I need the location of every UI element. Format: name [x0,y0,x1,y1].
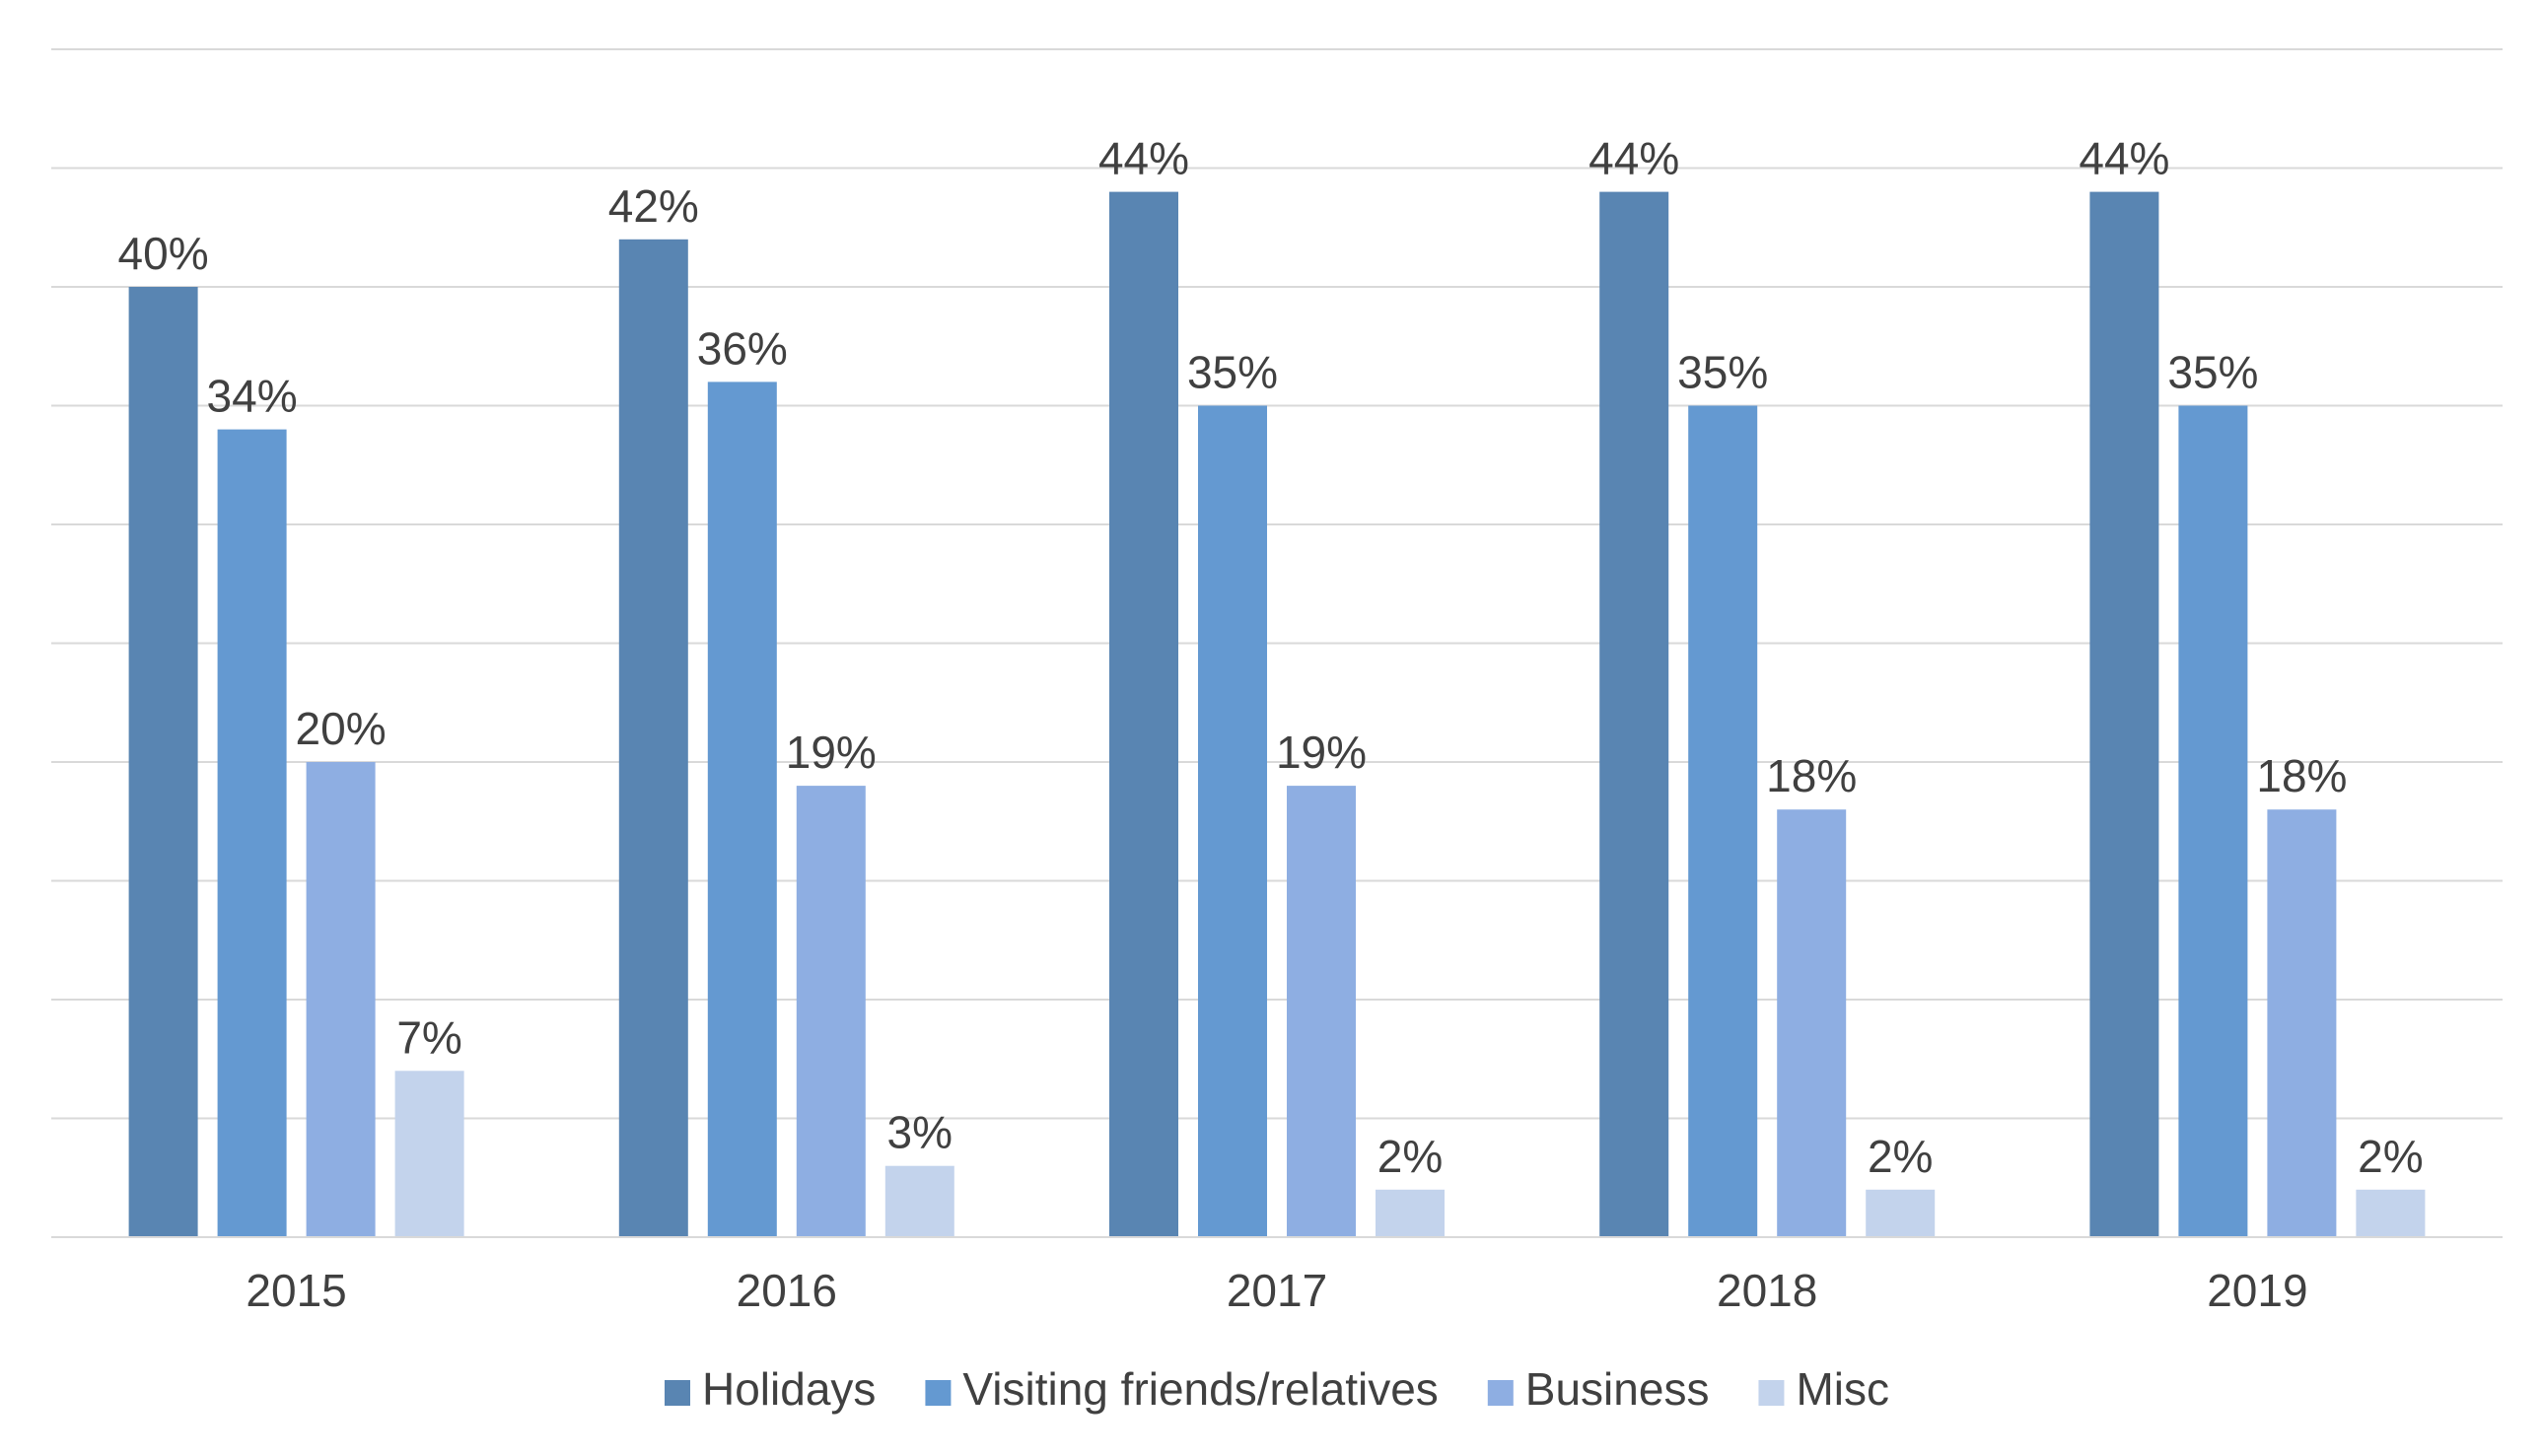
data-label-visiting-friends-relatives-2015: 34% [207,371,298,422]
x-tick-label-2017: 2017 [1227,1265,1327,1316]
data-label-holidays-2019: 44% [2079,133,2169,184]
bars [128,191,2426,1238]
data-label-misc-2017: 2% [1377,1131,1443,1182]
data-label-misc-2016: 3% [887,1107,953,1158]
x-tick-label-2016: 2016 [737,1265,837,1316]
data-label-visiting-friends-relatives-2018: 35% [1677,347,1768,398]
legend-label-business: Business [1525,1363,1710,1415]
x-tick-label-2019: 2019 [2207,1265,2307,1316]
legend-label-misc: Misc [1796,1363,1889,1415]
legend-label-holidays: Holidays [702,1363,876,1415]
bar-business-2015 [306,762,376,1237]
bar-visiting-friends-relatives-2019 [2178,405,2248,1237]
data-labels: 40% 34% 20% 7% 42% 36% 19% 3% 44% 35% 19% 2% 44% 35% 1… [118,133,2424,1182]
data-label-business-2015: 20% [296,703,387,754]
data-label-holidays-2017: 44% [1098,133,1189,184]
bar-misc-2019 [2356,1189,2426,1237]
legend: Holidays Visiting friends/relatives Busine… [665,1363,1889,1415]
gridlines [51,48,2503,1120]
data-label-visiting-friends-relatives-2017: 35% [1187,347,1278,398]
bar-misc-2016 [884,1165,954,1237]
data-label-holidays-2018: 44% [1589,133,1679,184]
bar-misc-2018 [1866,1189,1936,1237]
x-axis: 2015 2016 2017 2018 2019 [51,1236,2503,1316]
bar-holidays-2017 [1109,191,1178,1238]
data-label-holidays-2016: 42% [608,180,699,232]
data-label-visiting-friends-relatives-2016: 36% [697,322,788,374]
data-label-visiting-friends-relatives-2019: 35% [2167,347,2258,398]
legend-swatch-holidays [665,1380,690,1406]
bar-business-2017 [1287,786,1356,1237]
bar-business-2019 [2267,809,2337,1237]
bar-visiting-friends-relatives-2016 [707,381,777,1237]
data-label-misc-2019: 2% [2358,1131,2423,1182]
bar-misc-2017 [1376,1189,1445,1237]
bar-holidays-2018 [1599,191,1669,1238]
x-tick-label-2018: 2018 [1717,1265,1817,1316]
legend-label-visiting-friends-relatives: Visiting friends/relatives [962,1363,1438,1415]
data-label-misc-2018: 2% [1868,1131,1933,1182]
data-label-business-2018: 18% [1766,750,1857,801]
data-label-business-2019: 18% [2256,750,2347,801]
data-label-business-2017: 19% [1276,727,1367,778]
data-label-holidays-2015: 40% [118,228,209,279]
bar-business-2018 [1777,809,1847,1237]
data-label-misc-2015: 7% [396,1011,461,1063]
bar-holidays-2019 [2089,191,2159,1238]
legend-swatch-misc [1758,1380,1785,1406]
bar-visiting-friends-relatives-2018 [1688,405,1758,1237]
bar-business-2016 [796,786,866,1237]
bar-misc-2015 [394,1071,464,1237]
legend-swatch-business [1487,1380,1514,1406]
legend-swatch-visiting-friends-relatives [925,1380,952,1406]
bar-holidays-2015 [128,287,198,1237]
x-tick-label-2015: 2015 [246,1265,346,1316]
bar-visiting-friends-relatives-2015 [217,429,287,1238]
bar-visiting-friends-relatives-2017 [1198,405,1267,1237]
bar-holidays-2016 [618,239,688,1238]
data-label-business-2016: 19% [786,727,877,778]
